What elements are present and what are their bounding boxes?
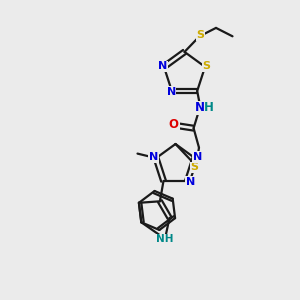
Text: S: S <box>190 162 199 172</box>
Text: NH: NH <box>156 234 174 244</box>
Text: N: N <box>167 87 176 97</box>
Text: S: S <box>202 61 211 71</box>
Text: N: N <box>186 176 195 187</box>
Text: N: N <box>158 61 167 71</box>
Text: H: H <box>204 101 214 114</box>
Text: O: O <box>169 118 179 131</box>
Text: N: N <box>193 152 202 162</box>
Text: N: N <box>149 152 158 162</box>
Text: S: S <box>197 30 205 40</box>
Text: N: N <box>195 101 205 114</box>
